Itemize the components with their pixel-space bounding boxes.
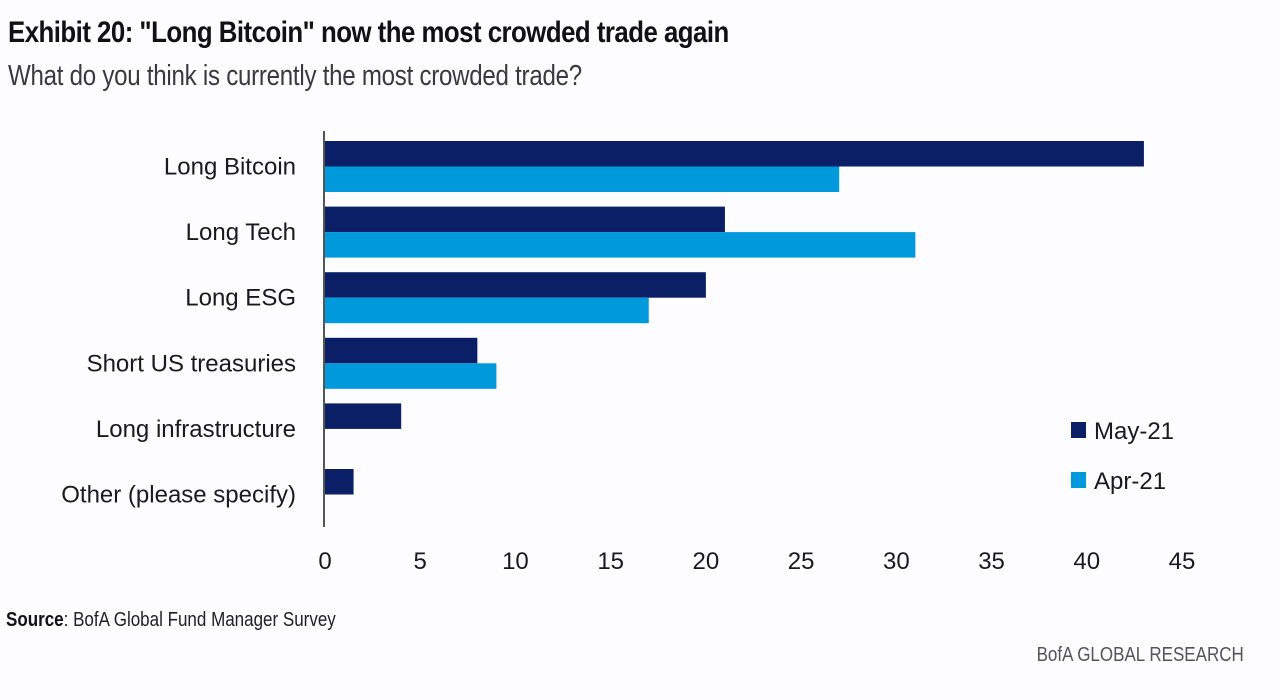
bar-long-tech-may-21 xyxy=(325,206,725,233)
x-tick-label: 30 xyxy=(883,548,910,575)
bar-long-esg-apr-21 xyxy=(325,297,649,324)
bar-long-infrastructure-may-21 xyxy=(325,403,402,429)
legend-swatch-apr-21 xyxy=(1071,472,1086,488)
bar-long-esg-may-21 xyxy=(325,272,706,298)
x-tick-label: 25 xyxy=(788,548,815,575)
bars-group xyxy=(325,141,1144,495)
source-text: : BofA Global Fund Manager Survey xyxy=(63,609,336,631)
category-labels: Long Bitcoin Long Tech Long ESG Short US tr… xyxy=(61,154,296,509)
source-label: Source xyxy=(6,609,64,631)
bar-long-bitcoin-apr-21 xyxy=(325,166,840,192)
chart-subtitle: What do you think is currently the most … xyxy=(8,60,582,92)
category-label: Long Tech xyxy=(186,219,296,246)
bar-other-please-specify-may-21 xyxy=(325,469,354,495)
category-label: Other (please specify) xyxy=(61,482,296,509)
x-tick-label: 0 xyxy=(318,548,331,575)
bar-long-tech-apr-21 xyxy=(325,232,916,258)
legend-label-may-21: May-21 xyxy=(1094,418,1174,445)
brand-label: BofA GLOBAL RESEARCH xyxy=(1036,644,1244,666)
bar-short-us-treasuries-may-21 xyxy=(325,337,478,364)
x-tick-labels: 0 5 10 15 20 25 30 35 40 45 xyxy=(318,548,1195,575)
source-note: Source: BofA Global Fund Manager Survey xyxy=(6,609,336,632)
bar-short-us-treasuries-apr-21 xyxy=(325,363,497,389)
legend-label-apr-21: Apr-21 xyxy=(1094,468,1166,495)
x-tick-label: 35 xyxy=(978,548,1005,575)
x-tick-label: 5 xyxy=(414,548,427,575)
category-label: Long infrastructure xyxy=(96,416,296,443)
x-tick-label: 15 xyxy=(597,548,624,575)
category-label: Short US treasuries xyxy=(87,350,296,377)
chart-title: Exhibit 20: "Long Bitcoin" now the most … xyxy=(8,16,729,49)
x-tick-label: 10 xyxy=(502,548,529,575)
category-label: Long ESG xyxy=(185,285,296,312)
category-label: Long Bitcoin xyxy=(164,154,296,181)
legend: May-21 Apr-21 xyxy=(1071,418,1174,495)
x-tick-label: 20 xyxy=(693,548,720,575)
bar-long-bitcoin-may-21 xyxy=(325,141,1144,167)
x-tick-label: 45 xyxy=(1169,548,1196,575)
legend-swatch-may-21 xyxy=(1071,422,1086,438)
x-tick-label: 40 xyxy=(1073,548,1100,575)
